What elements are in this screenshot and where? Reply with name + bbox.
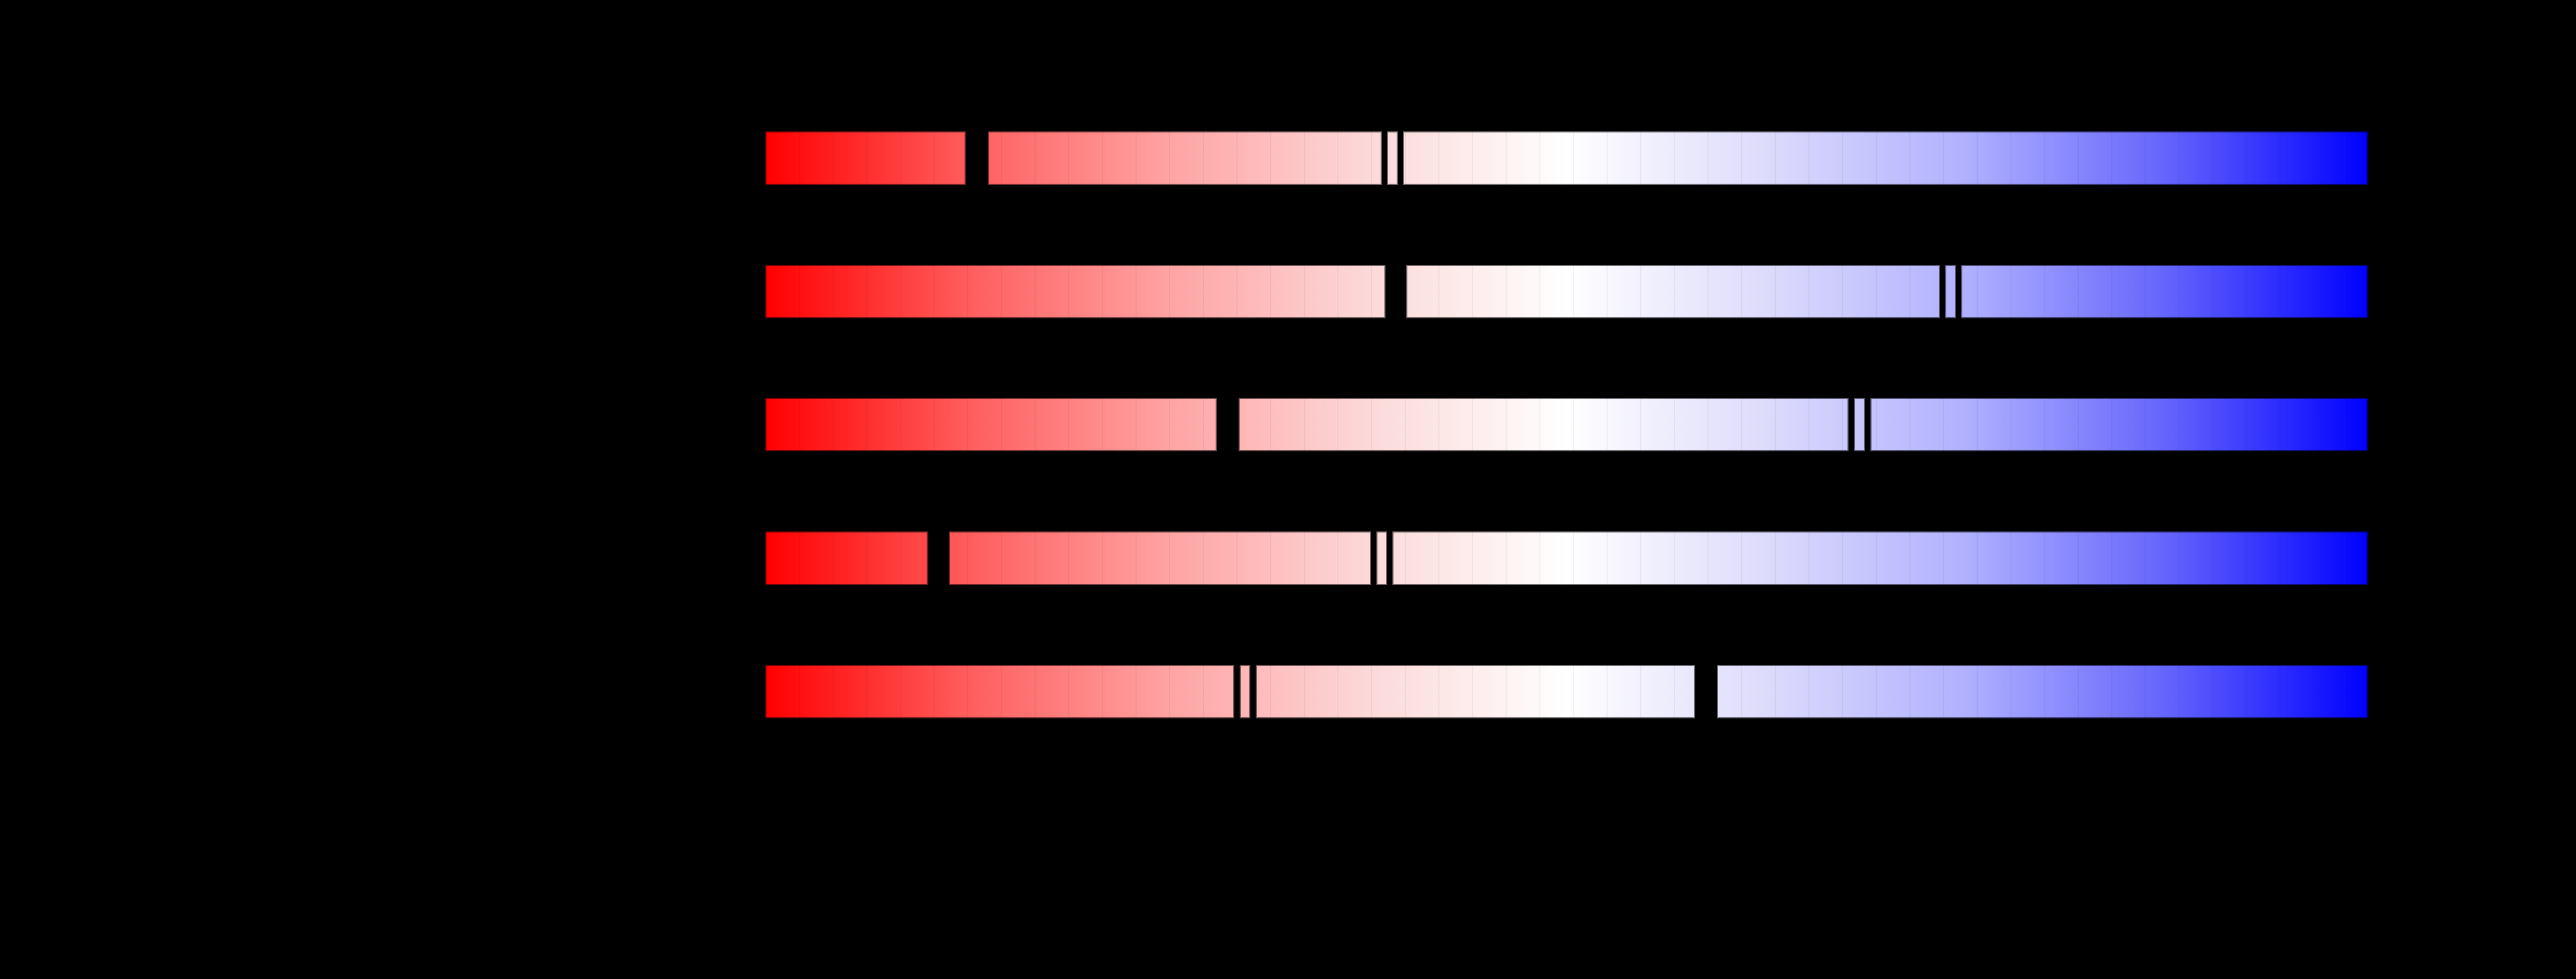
- gradient-bar-row: [765, 265, 2368, 318]
- bar-segment: [1945, 265, 1956, 318]
- bar-segment: [1376, 531, 1387, 585]
- bar-segment: [1240, 665, 1250, 718]
- bar-segment: [949, 531, 1371, 585]
- gradient-bar-row: [765, 398, 2368, 451]
- gradient-bar-row: [765, 531, 2368, 585]
- bar-segment: [1239, 398, 1849, 451]
- bar-segment: [765, 265, 1385, 318]
- bar-segment: [1406, 265, 1940, 318]
- bar-segment: [765, 131, 966, 185]
- bar-segment: [1854, 398, 1865, 451]
- bar-segment: [1403, 131, 2368, 185]
- bar-segment: [765, 665, 1234, 718]
- bar-segment: [765, 531, 928, 585]
- bar-segment: [1387, 131, 1398, 185]
- bar-segment: [1961, 265, 2368, 318]
- bar-segment: [1256, 665, 1695, 718]
- gradient-bar-row: [765, 665, 2368, 718]
- bar-segment: [1717, 665, 2368, 718]
- bar-segment: [1392, 531, 2368, 585]
- bar-segment: [988, 131, 1382, 185]
- gradient-bar-row: [765, 131, 2368, 185]
- bar-segment: [765, 398, 1217, 451]
- bar-segment: [1870, 398, 2368, 451]
